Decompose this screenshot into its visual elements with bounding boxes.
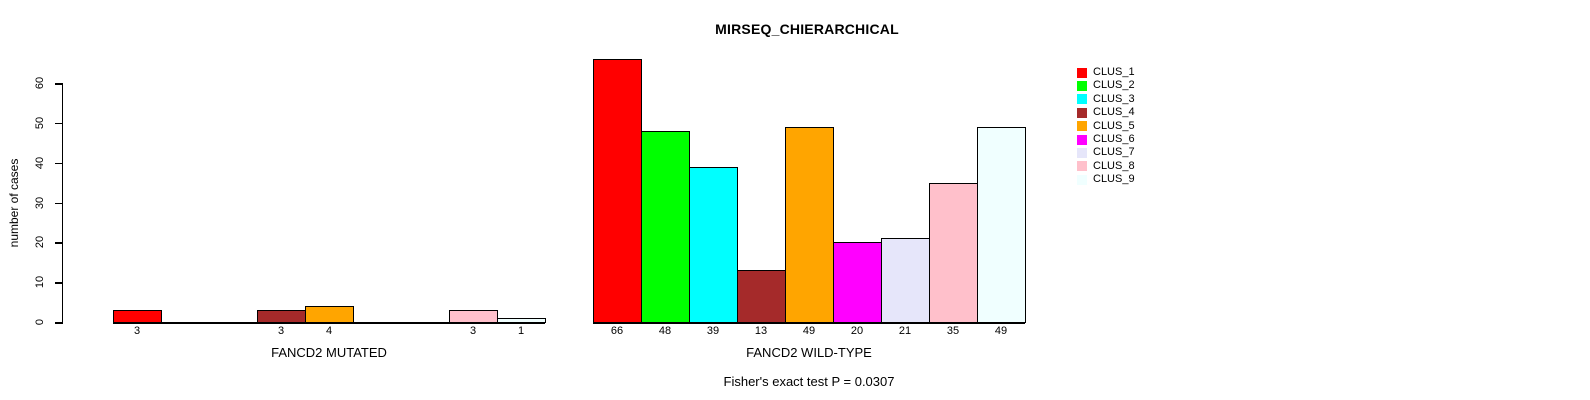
chart-title: MIRSEQ_CHIERARCHICAL <box>715 21 899 37</box>
legend-swatch-clus_8 <box>1077 161 1087 172</box>
legend-row: CLUS_7 <box>1077 146 1135 159</box>
bar-clus_5 <box>305 306 354 323</box>
legend-swatch-clus_9 <box>1077 174 1087 185</box>
bar-value-label: 35 <box>946 325 960 337</box>
bar-clus_9 <box>977 127 1026 323</box>
bar-value-label: 3 <box>133 325 141 337</box>
y-tick-label: 0 <box>34 318 46 326</box>
bar-value-label: 3 <box>469 325 477 337</box>
y-tick-label: 60 <box>34 76 46 90</box>
legend-swatch-clus_2 <box>1077 81 1087 92</box>
bar-value-label: 21 <box>898 325 912 337</box>
legend-row: CLUS_1 <box>1077 66 1135 79</box>
bar-clus_3 <box>689 167 738 323</box>
y-axis-label: number of cases <box>7 158 21 248</box>
bar-value-label: 39 <box>706 325 720 337</box>
y-tick-label: 20 <box>34 236 46 249</box>
legend: CLUS_1 CLUS_2 CLUS_3 CLUS_4 CLUS_5 CLUS_6 CLUS… <box>1077 66 1135 187</box>
bar-value-label: 13 <box>754 325 768 337</box>
y-axis-tick <box>54 202 62 204</box>
legend-row: CLUS_3 <box>1077 93 1135 106</box>
bar-clus_7 <box>881 238 930 323</box>
legend-entry-label: CLUS_7 <box>1093 146 1135 159</box>
legend-swatch-clus_1 <box>1077 67 1087 78</box>
y-axis-tick <box>54 282 62 284</box>
legend-swatch-clus_7 <box>1077 148 1087 159</box>
fisher-test-annotation: Fisher's exact test P = 0.0307 <box>723 374 895 389</box>
bar-clus_5 <box>785 127 834 323</box>
y-tick-label: 40 <box>34 156 46 169</box>
y-axis-tick <box>54 122 62 125</box>
bar-clus_8 <box>449 310 498 323</box>
group-label: FANCD2 MUTATED <box>271 345 387 360</box>
legend-row: CLUS_2 <box>1077 79 1135 92</box>
legend-entry-label: CLUS_1 <box>1093 66 1135 78</box>
bar-value-label: 48 <box>658 325 672 337</box>
legend-entry-label: CLUS_9 <box>1093 173 1135 186</box>
bar-clus_4 <box>257 310 306 323</box>
y-axis-tick <box>54 162 62 165</box>
legend-swatch-clus_3 <box>1077 94 1087 105</box>
legend-entry-label: CLUS_3 <box>1093 92 1135 105</box>
legend-row: CLUS_5 <box>1077 120 1135 133</box>
bar-clus_2 <box>641 131 690 323</box>
legend-swatch-clus_4 <box>1077 107 1087 118</box>
bar-value-label: 49 <box>994 325 1008 337</box>
bar-clus_8 <box>929 183 978 323</box>
y-tick-label: 50 <box>34 116 46 129</box>
legend-swatch-clus_6 <box>1077 134 1087 145</box>
y-axis-tick <box>54 83 62 85</box>
bar-value-label: 49 <box>802 325 816 337</box>
legend-row: CLUS_6 <box>1077 133 1135 146</box>
legend-swatch-clus_5 <box>1077 121 1087 132</box>
y-axis-tick <box>54 242 62 244</box>
legend-entry-label: CLUS_6 <box>1093 132 1135 145</box>
bar-clus_1 <box>113 310 162 323</box>
bar-clus_6 <box>833 242 882 323</box>
bar-value-label: 4 <box>325 325 333 337</box>
y-axis-line <box>61 83 63 324</box>
bar-value-label: 3 <box>277 325 285 337</box>
bar-value-label: 1 <box>517 325 525 337</box>
legend-row: CLUS_9 <box>1077 173 1135 186</box>
bar-value-label: 66 <box>610 325 624 337</box>
y-tick-label: 10 <box>34 276 46 289</box>
bar-value-label: 20 <box>850 325 864 337</box>
legend-entry-label: CLUS_2 <box>1093 79 1135 92</box>
legend-row: CLUS_8 <box>1077 160 1135 173</box>
y-axis-tick <box>54 322 62 324</box>
y-tick-label: 30 <box>34 196 46 209</box>
legend-row: CLUS_4 <box>1077 106 1135 119</box>
legend-entry-label: CLUS_8 <box>1093 159 1135 172</box>
legend-entry-label: CLUS_4 <box>1093 106 1135 119</box>
bar-clus_4 <box>737 270 786 323</box>
group-label: FANCD2 WILD-TYPE <box>746 345 872 360</box>
bar-clus_1 <box>593 59 642 323</box>
legend-entry-label: CLUS_5 <box>1093 119 1135 132</box>
bar-clus_9 <box>497 318 546 323</box>
